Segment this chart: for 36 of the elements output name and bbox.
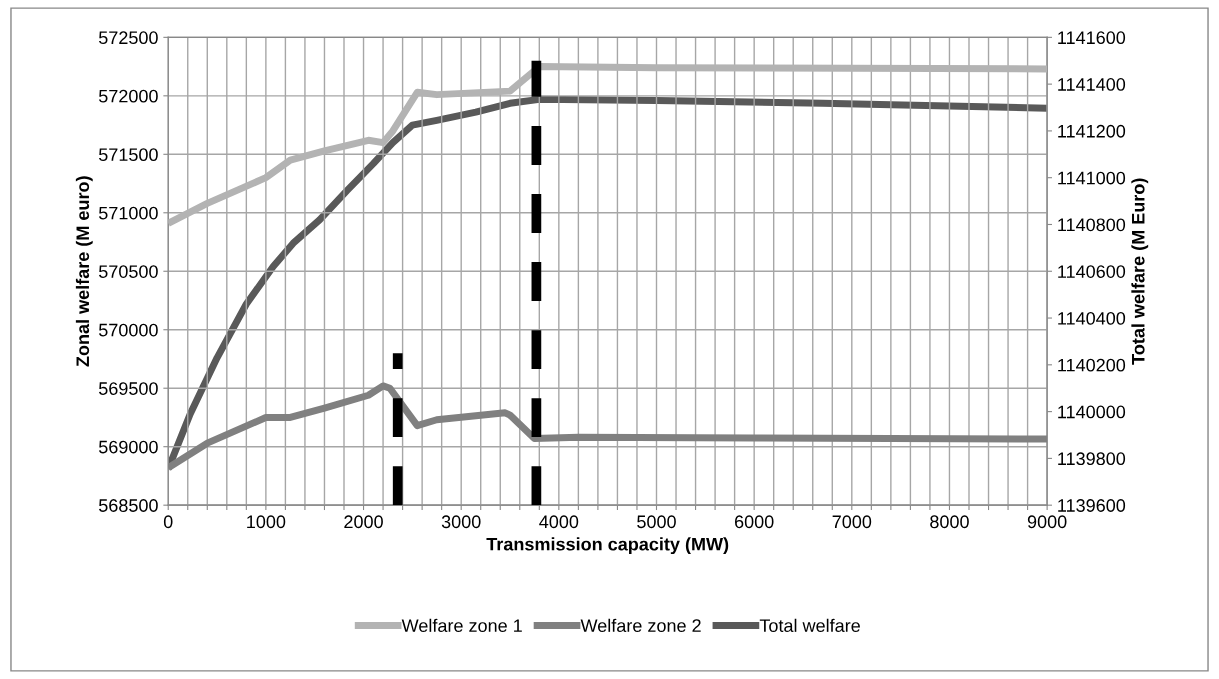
x-tick-label: 4000 (539, 515, 579, 529)
y-tick-label: 572000 (98, 89, 158, 103)
y2-tick-label: 1141600 (1058, 31, 1126, 45)
y2-tick-label: 1140600 (1058, 265, 1126, 278)
y2-axis-title: Total welfare (M Euro) (1131, 178, 1149, 365)
x-tick-label: 0 (163, 515, 173, 529)
y2-tick-label: 1141200 (1058, 124, 1126, 138)
y2-tick-label: 1139800 (1058, 452, 1126, 466)
y2-tick-label: 1140000 (1058, 405, 1126, 419)
y2-tick-label: 1141000 (1058, 171, 1126, 185)
legend-label: Welfare zone 1 (401, 618, 522, 633)
y-tick-label: 569000 (98, 440, 158, 454)
y-tick-label: 570500 (98, 265, 158, 278)
y-tick-label: 570000 (98, 323, 158, 337)
x-tick-label: 3000 (441, 515, 481, 529)
x-tick-label: 9000 (1027, 515, 1067, 529)
x-tick-label: 1000 (247, 515, 286, 529)
y2-tick-label: 1141400 (1058, 78, 1126, 91)
y2-tick-label: 1140200 (1058, 358, 1126, 372)
x-tick-label: 8000 (930, 515, 969, 529)
y-tick-label: 568500 (98, 499, 158, 512)
x-axis-title: Transmission capacity (MW) (486, 537, 729, 555)
legend-label: Welfare zone 2 (580, 618, 701, 633)
legend-label: Total welfare (759, 618, 860, 633)
y-axis-title: Zonal welfare (M euro) (75, 176, 93, 367)
x-tick-label: 7000 (832, 515, 872, 529)
y2-tick-label: 1139600 (1058, 499, 1126, 512)
y-tick-label: 571000 (98, 206, 158, 220)
y-tick-label: 569500 (98, 382, 158, 395)
x-tick-label: 2000 (344, 515, 383, 529)
y2-tick-label: 1140400 (1058, 311, 1126, 325)
x-tick-label: 6000 (734, 515, 774, 529)
y2-tick-label: 1140800 (1058, 218, 1126, 232)
y-tick-label: 571500 (98, 148, 158, 162)
y-tick-label: 572500 (98, 31, 158, 45)
x-tick-label: 5000 (637, 515, 676, 529)
